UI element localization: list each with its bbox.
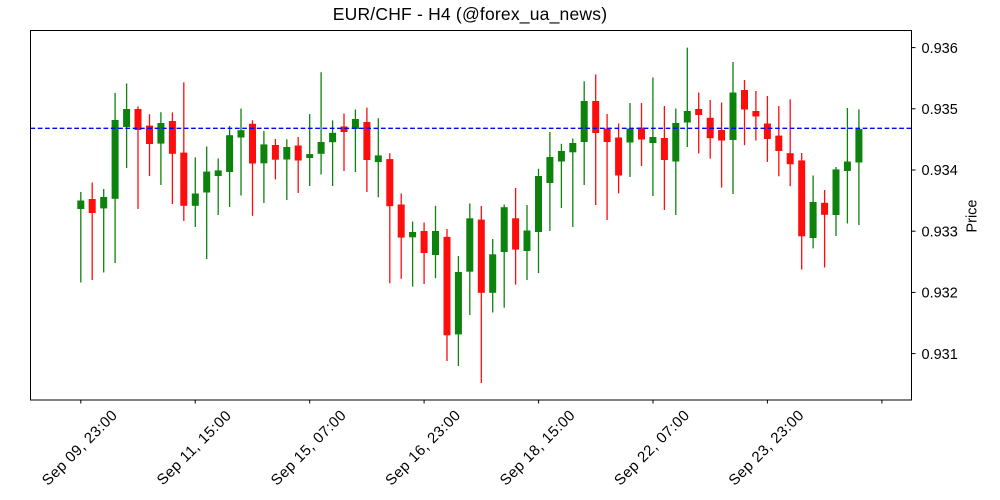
svg-text:Sep 22, 07:00: Sep 22, 07:00 (611, 407, 693, 489)
svg-text:0.932: 0.932 (922, 286, 958, 302)
svg-text:0.936: 0.936 (922, 41, 958, 57)
svg-text:0.935: 0.935 (922, 102, 958, 118)
svg-text:Sep 15, 07:00: Sep 15, 07:00 (268, 407, 350, 489)
svg-text:0.931: 0.931 (922, 347, 958, 363)
svg-text:Price: Price (965, 199, 981, 232)
svg-text:Sep 16, 23:00: Sep 16, 23:00 (382, 407, 464, 489)
svg-text:Sep 11, 15:00: Sep 11, 15:00 (154, 407, 235, 488)
svg-text:0.934: 0.934 (922, 163, 958, 179)
svg-text:Sep 23, 23:00: Sep 23, 23:00 (725, 407, 807, 489)
svg-text:Sep 09, 23:00: Sep 09, 23:00 (39, 407, 121, 489)
svg-text:Sep 18, 15:00: Sep 18, 15:00 (497, 407, 579, 489)
svg-text:0.933: 0.933 (922, 224, 958, 240)
svg-text:EUR/CHF - H4 (@forex_ua_news): EUR/CHF - H4 (@forex_ua_news) (333, 4, 607, 25)
